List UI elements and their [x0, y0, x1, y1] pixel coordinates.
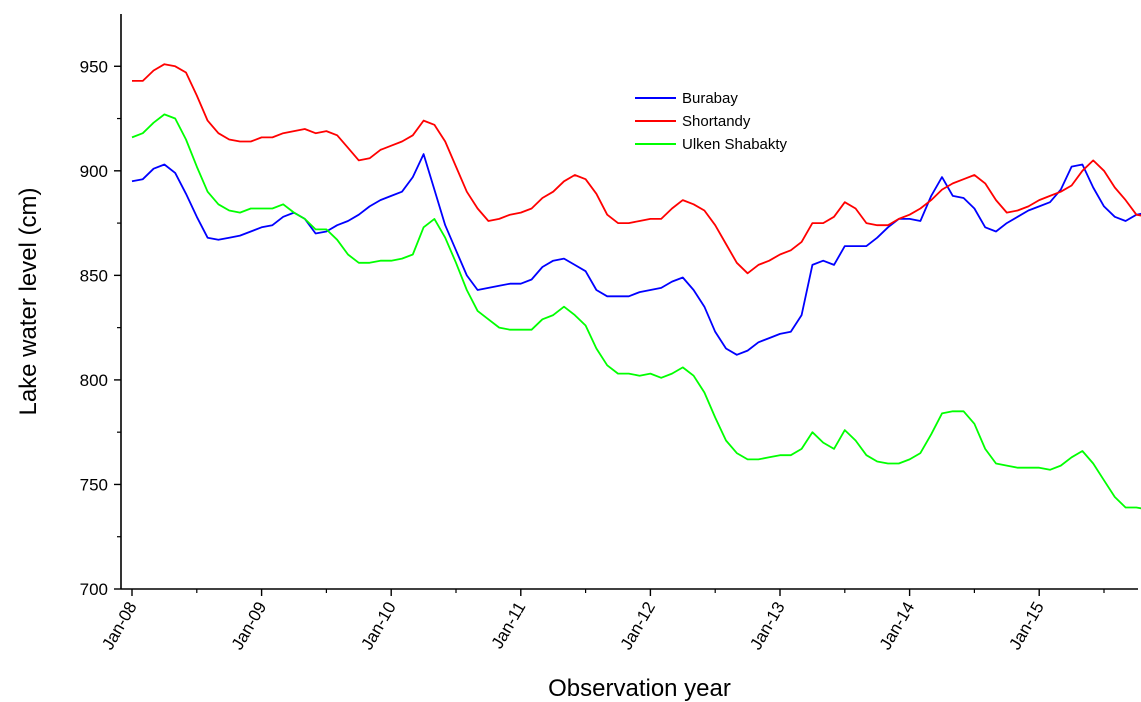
x-axis-ticks: Jan-08 Jan-09 Jan-10 Jan-11 Jan-12 Jan-13 Jan-…: [98, 589, 1105, 654]
x-tick-label: Jan-11: [488, 599, 530, 652]
x-tick-label: Jan-10: [357, 599, 399, 654]
legend-label: Shortandy: [682, 113, 751, 130]
x-tick-label: Jan-08: [98, 599, 140, 654]
x-tick-label: Jan-14: [876, 599, 918, 654]
y-tick-label: 900: [80, 162, 108, 181]
axes: [120, 14, 1138, 590]
x-tick-label: Jan-12: [617, 599, 659, 654]
series-line-burabay: [131, 153, 1141, 356]
y-tick-label: 950: [80, 57, 108, 76]
legend-label: Burabay: [682, 90, 738, 107]
legend: Burabay Shortandy Ulken Shabakty: [635, 90, 788, 153]
y-tick-label: 850: [80, 266, 108, 285]
y-tick-label: 750: [80, 475, 108, 494]
x-tick-label: Jan-15: [1005, 599, 1047, 654]
series-line-shortandy: [132, 63, 1141, 275]
y-axis-ticks: 700 750 800 850 900 950: [80, 57, 121, 599]
legend-label: Ulken Shabakty: [682, 136, 788, 153]
x-tick-label: Jan-09: [228, 599, 270, 654]
series-line-ulken-shabakty: [131, 113, 1141, 510]
x-axis-title: Observation year: [548, 675, 731, 702]
y-tick-label: 800: [80, 371, 108, 390]
x-tick-label: Jan-13: [746, 599, 788, 654]
y-tick-label: 700: [80, 580, 108, 599]
series-lines: [131, 63, 1141, 510]
y-axis-title: Lake water level (cm): [15, 187, 42, 415]
